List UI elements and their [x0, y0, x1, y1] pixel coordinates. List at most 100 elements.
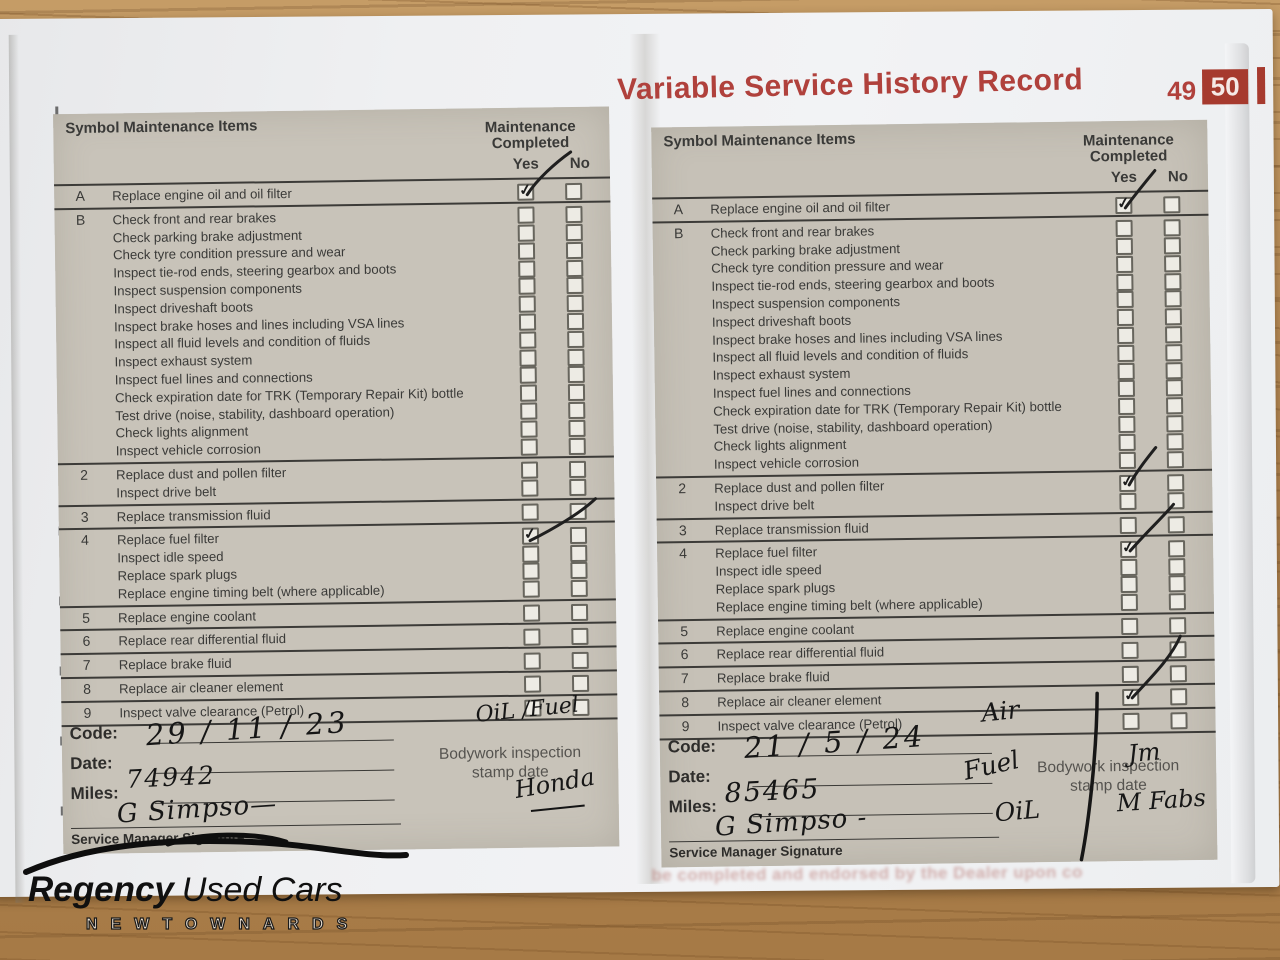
maintenance-item-label: Inspect driveshaft boots [113, 299, 254, 317]
yes-checkbox [1118, 451, 1136, 469]
no-checkbox [568, 401, 586, 420]
yes-checkbox [518, 260, 536, 278]
yes-checkbox [522, 604, 541, 622]
maintenance-item: Replace rear differential fluid [710, 639, 1214, 664]
yes-checkbox [519, 349, 537, 367]
maintenance-item: Replace brake fluid [113, 650, 617, 675]
yes-checkbox [523, 628, 541, 646]
yes-checkbox [518, 295, 536, 314]
no-checkbox [1167, 474, 1185, 492]
handwritten-note-air: Air [980, 694, 1021, 728]
yes-checkbox [519, 384, 538, 403]
maintenance-item-label: Check front and rear brakes [112, 209, 277, 228]
next-page-tab-sliver [1256, 67, 1266, 105]
maintenance-item-label: Replace brake fluid [716, 669, 830, 686]
symbol-cell: 7 [680, 670, 689, 687]
column-header-symbol: Symbol [663, 132, 718, 151]
maintenance-item-label: Replace rear differential fluid [118, 631, 287, 649]
yes-checkbox [1118, 398, 1136, 416]
no-checkbox [1164, 272, 1182, 291]
maintenance-item: Replace air cleaner element [113, 673, 617, 698]
maintenance-item-label: Test drive (noise, stability, dashboard … [115, 404, 395, 423]
yes-checkbox [520, 438, 538, 456]
maintenance-item-label: Test drive (noise, stability, dashboard … [713, 417, 993, 437]
handwritten-miles: 74942 [125, 760, 217, 794]
symbol-cell: 7 [82, 656, 91, 674]
no-checkbox [565, 206, 583, 224]
yes-checkbox [1115, 196, 1133, 214]
no-checkbox [1168, 593, 1186, 611]
maintenance-item: Replace engine oil and oil filter [704, 194, 1208, 219]
yes-checkbox [1117, 326, 1135, 345]
maintenance-item-label: Replace engine coolant [117, 607, 257, 625]
maintenance-item-label: Inspect brake hoses and lines including … [712, 328, 1003, 348]
column-header-yes: Yes [512, 155, 539, 173]
yes-checkbox [1116, 273, 1134, 291]
no-checkbox [567, 330, 585, 348]
code-label: Code: [667, 736, 717, 757]
no-checkbox [565, 182, 583, 200]
service-booklet-page: Variable Service History Record 49 50 Sy… [0, 8, 1280, 903]
maintenance-item-label: Replace engine oil and oil filter [112, 185, 292, 204]
yes-checkbox [519, 366, 537, 385]
handwritten-initials-1: Jm [1126, 737, 1162, 769]
maintenance-item-label: Check tyre condition pressure and wear [112, 244, 346, 263]
service-record-right: Symbol Maintenance Items Maintenance Com… [651, 119, 1218, 868]
no-checkbox [571, 627, 589, 645]
no-checkbox [1169, 640, 1187, 659]
no-checkbox [1167, 516, 1185, 534]
maintenance-item-label: Replace engine timing belt (where applic… [117, 582, 385, 602]
maintenance-item-label: Replace engine timing belt (where applic… [715, 595, 983, 615]
no-checkbox [566, 312, 585, 331]
yes-checkbox [517, 224, 535, 242]
no-checkbox [568, 419, 586, 437]
maintenance-item-label: Inspect vehicle corrosion [115, 441, 262, 459]
symbol-cell: 4 [679, 545, 688, 562]
yes-checkbox [1115, 220, 1133, 238]
maintenance-item-label: Replace air cleaner element [118, 679, 284, 697]
no-checkbox [1163, 237, 1182, 255]
page-fold-shadow [8, 34, 26, 903]
yes-checkbox [1119, 493, 1137, 511]
yes-checkbox [517, 242, 536, 260]
maintenance-item-label: Inspect tie-rod ends, steering gearbox a… [711, 274, 995, 294]
no-checkbox [567, 348, 585, 366]
maintenance-item: Replace transmission fluid [709, 514, 1213, 539]
yes-checkbox [1117, 344, 1135, 362]
no-checkbox [1168, 575, 1186, 593]
no-checkbox [1164, 308, 1183, 326]
maintenance-item-label: Inspect exhaust system [712, 365, 851, 383]
symbol-cell: 6 [680, 646, 689, 663]
no-checkbox [1168, 539, 1186, 558]
no-checkbox [570, 603, 589, 622]
maintenance-item-label: Replace spark plugs [715, 579, 836, 597]
maintenance-item-label: Inspect drive belt [714, 497, 815, 514]
symbol-cell: 2 [80, 466, 89, 483]
yes-checkbox [522, 562, 540, 581]
maintenance-item: Replace engine coolant [710, 615, 1214, 640]
no-checkbox [1170, 688, 1188, 706]
yes-checkbox [1117, 362, 1135, 380]
yes-checkbox [518, 313, 537, 331]
yes-checkbox [520, 420, 538, 438]
maintenance-item-label: Replace dust and pollen filter [714, 478, 885, 496]
maintenance-item-label: Replace engine coolant [716, 621, 855, 639]
maintenance-item-label: Replace transmission fluid [116, 506, 271, 524]
yes-checkbox [1117, 380, 1136, 398]
symbol-cell: 6 [82, 633, 91, 650]
no-checkbox [1165, 344, 1183, 362]
page-title: Variable Service History Record [616, 63, 1084, 107]
dealer-town: NEWTOWNARDS [85, 915, 361, 933]
maintenance-item-label: Inspect all fluid levels and condition o… [114, 333, 371, 352]
symbol-cell: 9 [83, 704, 92, 721]
maintenance-item-label: Replace air cleaner element [717, 692, 882, 710]
yes-checkbox [521, 479, 539, 497]
no-checkbox [570, 562, 588, 580]
yes-checkbox [1116, 309, 1135, 327]
maintenance-table: A Replace engine oil and oil filter B Check… [54, 176, 618, 727]
maintenance-item-label: Replace fuel filter [116, 531, 220, 548]
bleed-through-text: be completed and endorsed by the Dealer … [651, 862, 1083, 885]
no-checkbox [1168, 557, 1186, 576]
maintenance-group: B Check front and rear brakes Check parkin… [54, 202, 614, 466]
yes-checkbox [1122, 713, 1140, 731]
